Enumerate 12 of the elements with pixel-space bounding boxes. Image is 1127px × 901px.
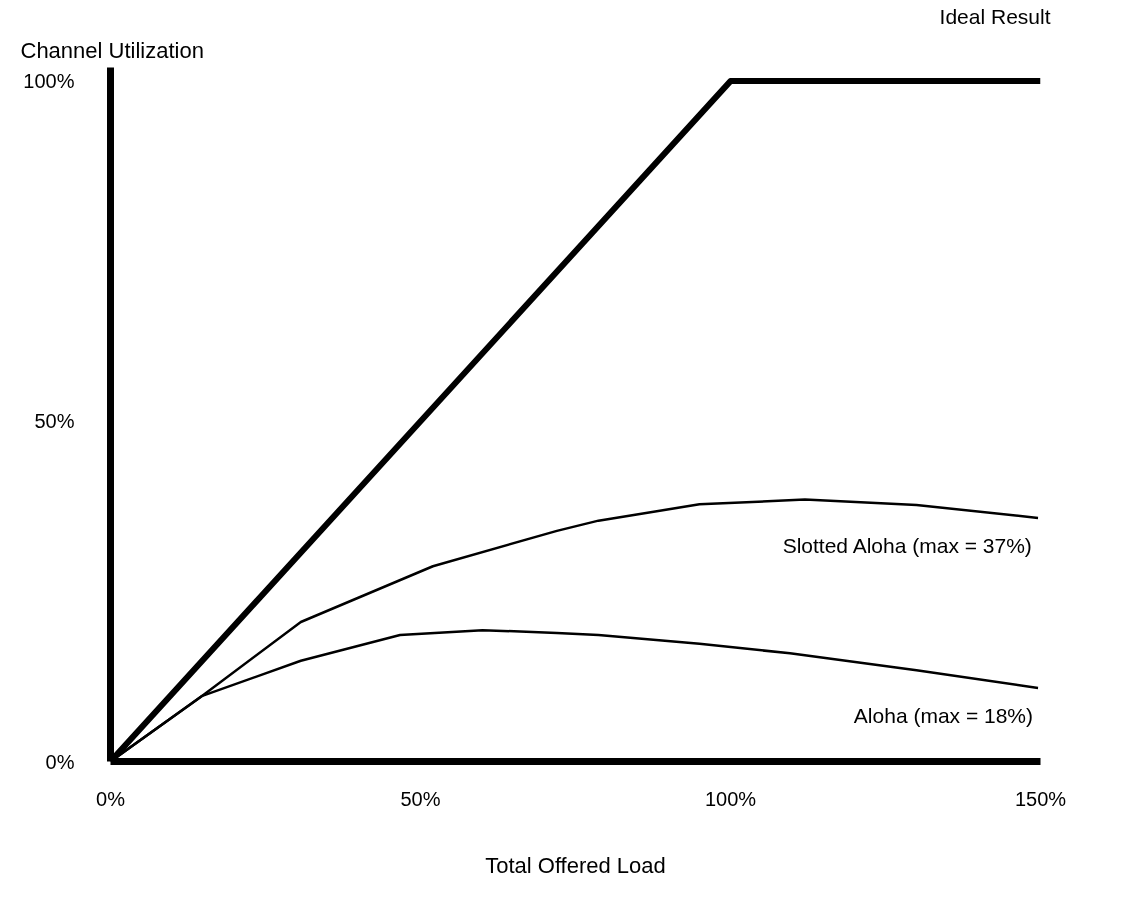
series-label: Slotted Aloha (max = 37%) [782, 533, 1032, 557]
y-tick-label: 50% [34, 410, 75, 433]
y-axis-title: Channel Utilization [20, 37, 204, 63]
x-tick-label: 0% [96, 787, 126, 810]
text: Ideal Result [939, 5, 1051, 28]
x-axis-title: Total Offered Load [485, 852, 666, 878]
y-tick-label: 100% [23, 70, 75, 93]
x-tick-label: 150% [1014, 787, 1067, 810]
y-tick-label: 0% [45, 750, 75, 773]
series-label: Aloha (max = 18%) [853, 704, 1034, 728]
x-tick-label: 100% [704, 787, 757, 810]
x-tick-label: 50% [400, 787, 441, 810]
